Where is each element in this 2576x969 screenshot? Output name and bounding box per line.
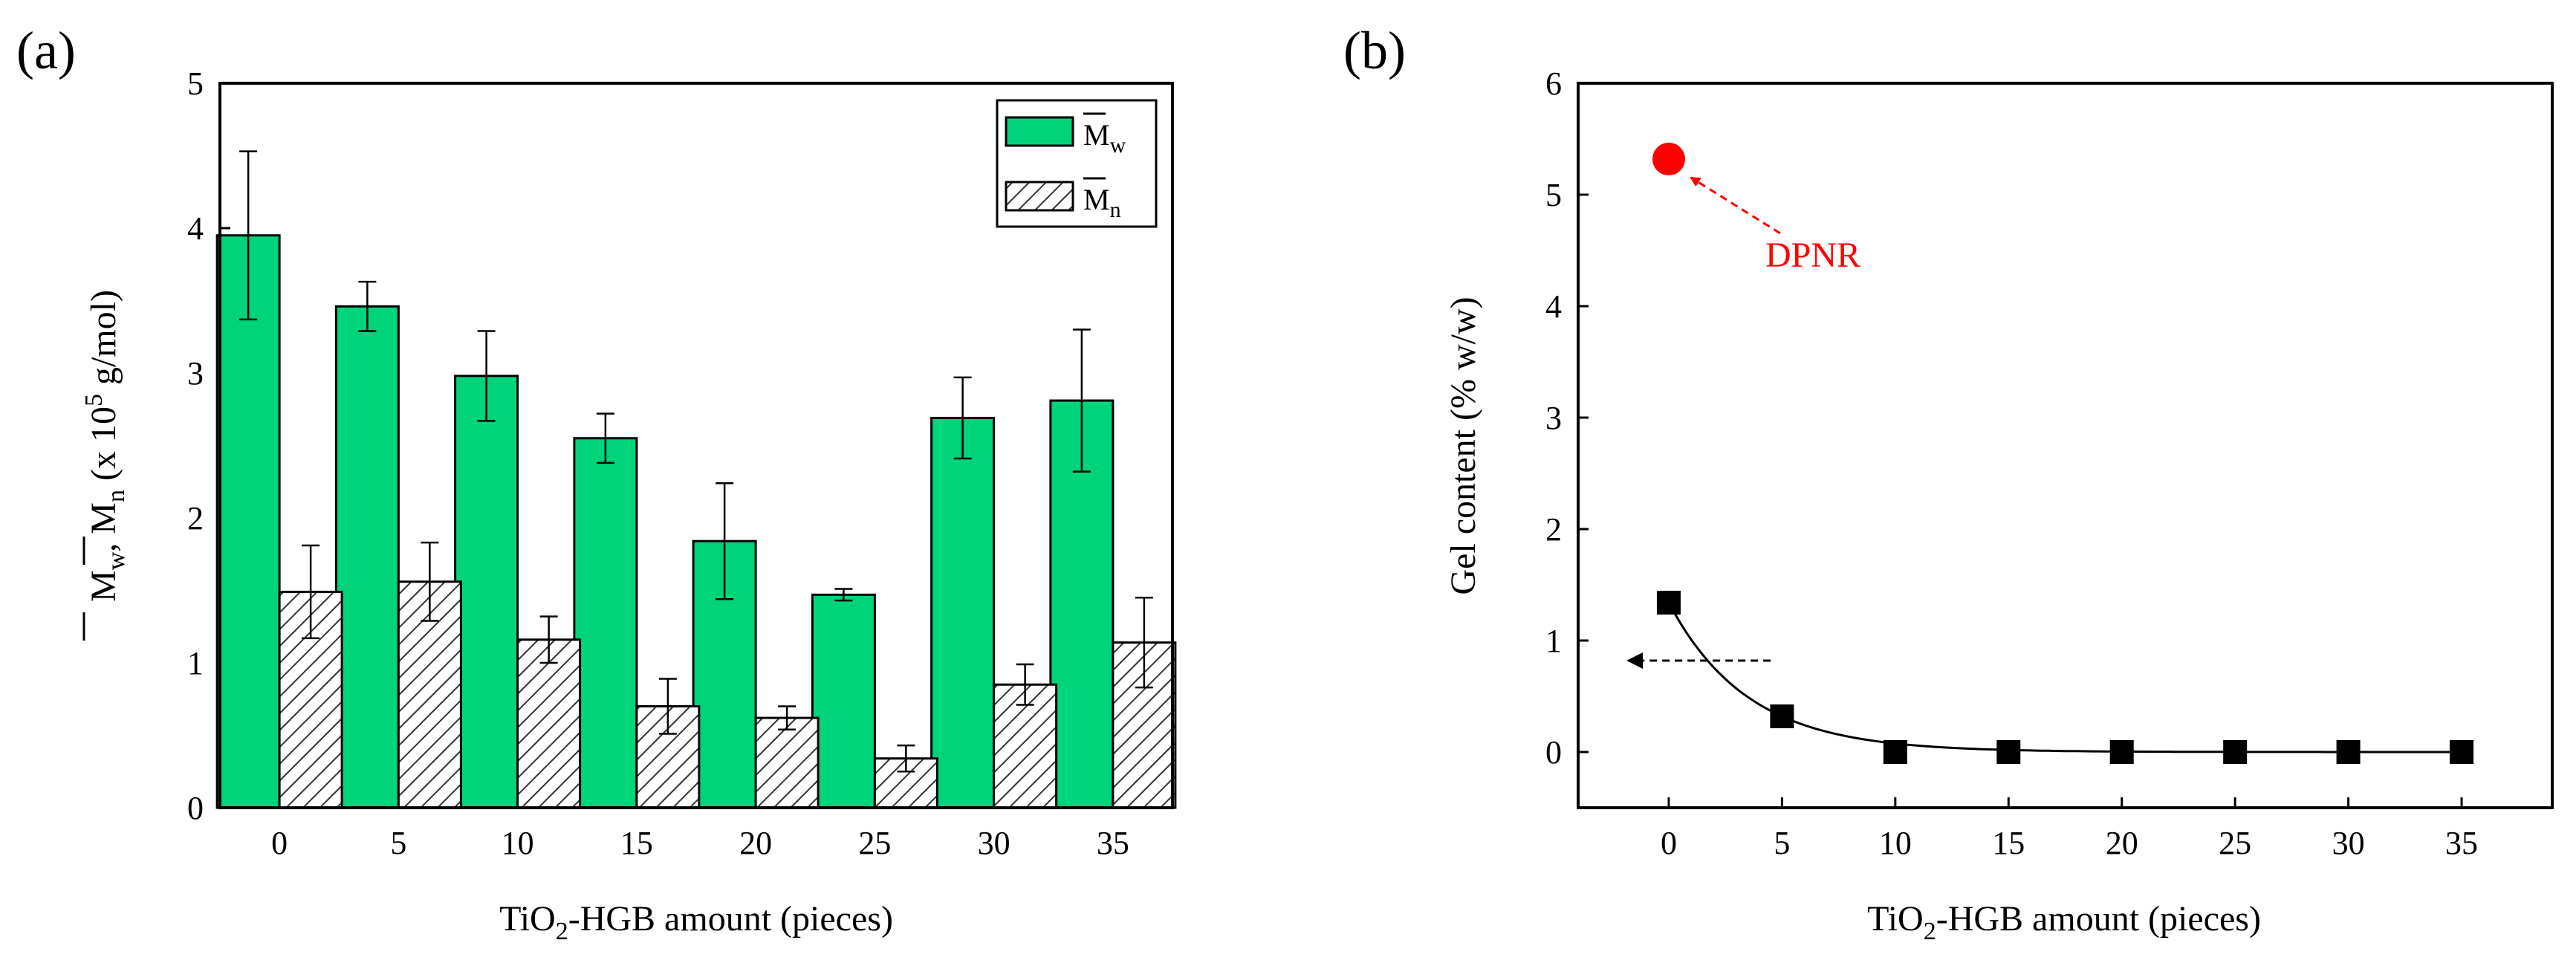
panel-b-label: (b)	[1343, 21, 1406, 80]
panel-b-axis-ticks: 0 1 2 3 4 5 6 0 5 10 15 20 25 30 35	[1545, 65, 2478, 861]
x-tick-label: 35	[1097, 825, 1129, 861]
x-tick-label: 35	[2445, 825, 2478, 861]
fit-line	[1667, 602, 2462, 754]
bar-mw	[454, 375, 519, 809]
bar-mw	[811, 593, 876, 809]
panel-b-x-axis-title: TiO2-HGB amount (pieces)	[1867, 899, 2261, 945]
legend-label-mw: Mw	[1083, 118, 1126, 158]
bar-mn	[516, 638, 582, 809]
x-tick-label: 15	[620, 825, 653, 861]
panel-b-plot-frame	[1577, 82, 2554, 809]
bar-mw	[573, 437, 638, 809]
dpnr-arrow	[1690, 176, 1781, 235]
bar-mn	[754, 716, 820, 809]
x-tick-label: 0	[271, 825, 288, 861]
bar-mw	[334, 305, 400, 809]
x-tick-label: 5	[1774, 825, 1790, 861]
data-point-square	[2336, 740, 2361, 764]
data-point-square	[1883, 740, 1907, 764]
data-point-square	[2450, 740, 2474, 764]
svg-text:Mw, Mn (x 105 g/mol): Mw, Mn (x 105 g/mol)	[80, 290, 130, 602]
x-tick-label: 5	[390, 825, 406, 861]
data-point-dpnr	[1652, 143, 1685, 175]
x-tick-label: 0	[1661, 825, 1677, 861]
x-tick-label: 30	[978, 825, 1010, 861]
y-tick-label: 4	[187, 210, 204, 247]
legend-swatch-mw	[1005, 116, 1074, 147]
y-tick-label: 1	[1545, 623, 1562, 659]
y-tick-label: 5	[1545, 177, 1562, 213]
data-point-square	[1770, 704, 1794, 728]
y-tick-label: 2	[1545, 511, 1562, 548]
y-tick-label: 6	[1545, 65, 1562, 102]
panel-a-label: (a)	[16, 21, 76, 80]
y-tick-label: 2	[187, 500, 204, 537]
y-tick-label: 1	[187, 645, 204, 681]
panel-a-plot-frame	[218, 82, 1174, 809]
y-tick-label: 0	[1545, 734, 1562, 771]
x-tick-label: 20	[2106, 825, 2138, 861]
panel-a-legend: Mw Mn	[996, 99, 1158, 228]
panel-a-axis-ticks: 0 1 2 3 4 5 0 5 10 15 20 25 30 35	[187, 65, 1129, 861]
legend-label-mn: Mn	[1083, 183, 1121, 222]
x-tick-label: 10	[502, 825, 534, 861]
data-point-square	[1996, 740, 2021, 764]
y-tick-label: 0	[187, 790, 204, 826]
x-tick-label: 10	[1879, 825, 1912, 861]
panel-b-y-axis-title: Gel content (% w/w)	[1444, 296, 1483, 594]
dpnr-annotation: DPNR	[1765, 236, 1860, 275]
panel-a-bars	[215, 150, 1177, 809]
panel-a-y-axis-title: Mw, Mn (x 105 g/mol)	[80, 290, 130, 641]
y-tick-label: 3	[1545, 400, 1562, 436]
data-point-square	[2109, 740, 2134, 764]
x-tick-label: 25	[858, 825, 891, 861]
x-tick-label: 30	[2332, 825, 2365, 861]
x-tick-label: 15	[1992, 825, 2025, 861]
panel-a-x-axis-title: TiO2-HGB amount (pieces)	[499, 899, 893, 945]
y-tick-label: 5	[187, 65, 204, 102]
x-tick-label: 25	[2219, 825, 2251, 861]
data-point-square	[2223, 740, 2248, 764]
legend-swatch-mn	[1005, 181, 1074, 212]
x-tick-label: 20	[739, 825, 772, 861]
panel-b-marks: DPNR	[1626, 143, 2474, 764]
bar-mw	[930, 416, 996, 809]
y-tick-label: 4	[1545, 288, 1562, 325]
data-point-square	[1656, 591, 1681, 615]
y-tick-label: 3	[187, 355, 204, 392]
bar-mw	[215, 234, 281, 809]
